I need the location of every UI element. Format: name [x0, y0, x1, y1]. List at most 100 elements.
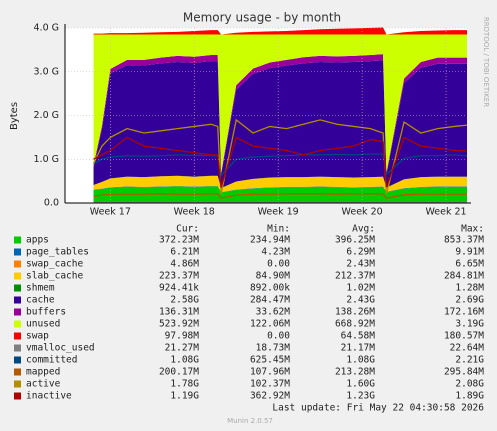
x-tick-label: Week 21 — [425, 207, 466, 218]
line — [93, 136, 468, 188]
legend-header: Cur: — [176, 224, 199, 235]
legend-value: 1.08G — [170, 355, 199, 366]
legend-value: 4.23M — [261, 247, 290, 258]
x-tick-label: Week 17 — [90, 207, 131, 218]
legend-value: 234.94M — [250, 235, 290, 246]
legend-value: 668.92M — [335, 319, 375, 330]
legend-value: 21.27M — [165, 343, 200, 354]
legend-value: 523.92M — [159, 319, 199, 330]
legend-value: 1.08G — [346, 355, 375, 366]
legend-swatch — [14, 320, 21, 328]
legend-swatch — [14, 392, 21, 400]
legend-value: 372.23M — [159, 235, 199, 246]
line — [93, 153, 468, 177]
legend-value: 223.37M — [159, 271, 199, 282]
legend-value: 3.19G — [455, 319, 484, 330]
legend-value: 284.47M — [250, 295, 290, 306]
legend-value: 138.26M — [335, 307, 375, 318]
legend-label: committed — [26, 355, 77, 366]
legend-value: 2.43M — [346, 259, 375, 270]
area — [93, 186, 467, 193]
legend-value: 4.86M — [170, 259, 199, 270]
legend-value: 21.17M — [341, 343, 376, 354]
legend-label: inactive — [26, 391, 72, 402]
y-tick-label: 4.0 G — [34, 23, 60, 34]
legend-label: unused — [26, 319, 60, 330]
legend-value: 1.02M — [346, 283, 375, 294]
legend-value: 18.73M — [256, 343, 291, 354]
legend-label: swap_cache — [26, 259, 83, 270]
legend-value: 1.78G — [170, 379, 199, 390]
legend-header: Min: — [267, 224, 290, 235]
area — [93, 186, 467, 203]
legend-label: vmalloc_used — [26, 343, 95, 354]
legend-label: slab_cache — [26, 271, 83, 282]
legend-swatch — [14, 296, 21, 304]
legend-value: 924.41k — [159, 283, 199, 294]
legend-value: 853.37M — [444, 235, 484, 246]
x-tick-label: Week 19 — [258, 207, 299, 218]
legend-value: 64.58M — [341, 331, 376, 342]
legend-label: active — [26, 379, 61, 390]
legend-swatch — [14, 344, 21, 352]
area — [93, 60, 467, 189]
y-tick-label: 3.0 G — [34, 66, 60, 77]
legend-value: 284.81M — [444, 271, 484, 282]
x-tick-label: Week 20 — [342, 207, 383, 218]
y-axis-label: Bytes — [9, 102, 20, 130]
legend-value: 1.23G — [346, 391, 375, 402]
legend-value: 6.65M — [455, 259, 484, 270]
legend-value: 33.62M — [256, 307, 291, 318]
chart-title: Memory usage - by month — [183, 11, 341, 25]
legend-value: 200.17M — [159, 367, 199, 378]
legend-value: 122.06M — [250, 319, 290, 330]
legend-value: 1.89G — [455, 391, 484, 402]
legend-value: 84.90M — [256, 271, 291, 282]
legend-value: 6.29M — [346, 247, 375, 258]
legend-value: 213.28M — [335, 367, 375, 378]
legend-swatch — [14, 236, 21, 244]
legend-swatch — [14, 308, 21, 316]
legend-value: 2.43G — [346, 295, 375, 306]
line — [93, 193, 467, 199]
legend-value: 1.19G — [170, 391, 199, 402]
y-tick-label: 1.0 G — [34, 154, 60, 165]
legend-value: 396.25M — [335, 235, 375, 246]
legend-swatch — [14, 356, 21, 364]
legend-value: 6.21M — [170, 247, 199, 258]
legend-label: page_tables — [26, 247, 89, 258]
legend-swatch — [14, 332, 21, 340]
legend-value: 2.69G — [455, 295, 484, 306]
legend-value: 97.98M — [165, 331, 200, 342]
legend-value: 107.96M — [250, 367, 290, 378]
area — [93, 27, 467, 35]
legend-swatch — [14, 248, 21, 256]
legend-value: 212.37M — [335, 271, 375, 282]
legend-value: 102.37M — [250, 379, 290, 390]
legend-value: 625.45M — [250, 355, 290, 366]
legend-value: 892.00k — [250, 283, 290, 294]
legend-value: 1.28M — [455, 283, 484, 294]
legend-value: 9.91M — [455, 247, 484, 258]
legend-swatch — [14, 380, 21, 388]
last-update: Last update: Fri May 22 04:30:58 2026 — [272, 403, 484, 414]
area — [93, 175, 467, 193]
legend-label: cache — [26, 295, 55, 306]
area — [93, 34, 467, 174]
legend-value: 0.00 — [267, 259, 290, 270]
legend-swatch — [14, 284, 21, 292]
legend-value: 295.84M — [444, 367, 484, 378]
legend-header: Avg: — [352, 224, 375, 235]
legend-swatch — [14, 260, 21, 268]
line — [92, 118, 468, 195]
legend-label: mapped — [26, 367, 60, 378]
legend-value: 362.92M — [250, 391, 290, 402]
y-tick-label: 2.0 G — [34, 110, 60, 121]
legend-value: 136.31M — [159, 307, 199, 318]
legend-value: 22.64M — [450, 343, 485, 354]
x-tick-label: Week 18 — [174, 207, 215, 218]
legend-value: 2.08G — [455, 379, 484, 390]
legend-value: 2.58G — [170, 295, 199, 306]
legend-swatch — [14, 272, 21, 280]
